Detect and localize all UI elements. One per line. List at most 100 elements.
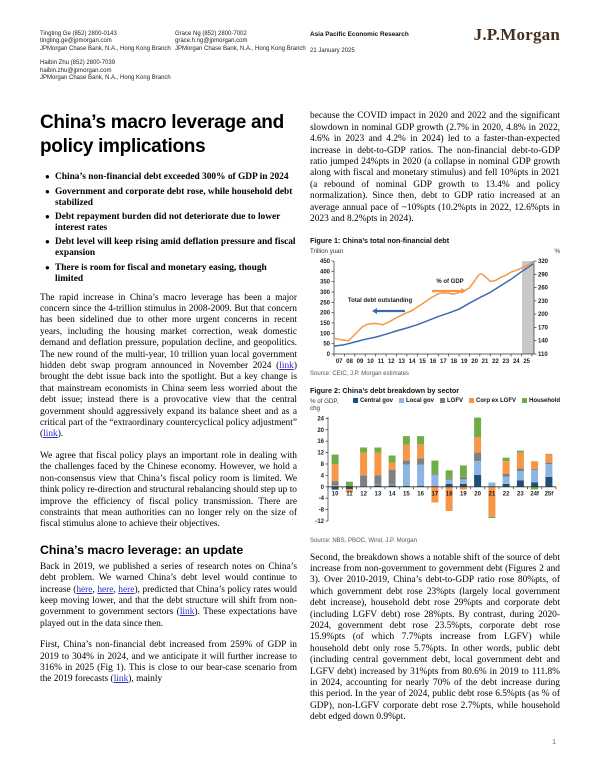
svg-text:0: 0 — [327, 352, 331, 358]
svg-text:09: 09 — [357, 359, 364, 365]
svg-text:320: 320 — [538, 259, 549, 265]
svg-text:16: 16 — [317, 439, 324, 445]
svg-text:12: 12 — [360, 491, 367, 497]
svg-text:200: 200 — [320, 310, 331, 316]
legend-item: Local gov — [398, 398, 434, 404]
inline-link[interactable]: link — [43, 429, 58, 440]
paragraph-breakdown: Second, the breakdown shows a notable sh… — [310, 552, 560, 723]
svg-text:110: 110 — [538, 352, 548, 358]
bullet-marker-icon: ● — [45, 212, 50, 222]
contact-email[interactable]: tingting.ge@jpmorgan.com — [40, 38, 112, 45]
inline-link[interactable]: link — [179, 607, 195, 618]
svg-text:8: 8 — [321, 462, 325, 468]
paragraph-fiscal-view: We agree that fiscal policy plays an imp… — [40, 450, 297, 530]
svg-text:4: 4 — [321, 473, 325, 479]
contact-email[interactable]: grace.h.ng@jpmorgan.com — [175, 38, 248, 45]
svg-text:15: 15 — [403, 491, 410, 497]
figure1-title: Figure 1: China’s total non-financial de… — [310, 235, 450, 245]
page-number: 1 — [552, 739, 556, 746]
inline-link[interactable]: here — [97, 584, 114, 595]
svg-text:14: 14 — [389, 491, 396, 497]
svg-text:19: 19 — [460, 491, 467, 497]
bullet-text: Debt level will keep rising amid deflati… — [55, 237, 296, 259]
svg-text:200: 200 — [538, 312, 549, 318]
svg-text:16: 16 — [417, 491, 424, 497]
bullet-text: China’s non-financial debt exceeded 300%… — [55, 172, 289, 183]
contact-org: JPMorgan Chase Bank, N.A., Hong Kong Bra… — [175, 45, 306, 52]
svg-text:18: 18 — [446, 491, 453, 497]
legend-item: Central gov — [352, 397, 393, 404]
paragraph-covid-impact: because the COVID impact in 2020 and 202… — [310, 111, 560, 225]
section-heading: China’s macro leverage: an update — [40, 542, 244, 557]
jpmorgan-logo: J.P.Morgan — [473, 25, 560, 44]
svg-text:25f: 25f — [545, 491, 555, 497]
figure2-head: % of GDP, chg Central gov Local gov LGFV Co… — [310, 398, 560, 412]
paragraph-2019-notes: Back in 2019, we published a series of r… — [40, 562, 297, 630]
text-segment: First, China’s non-financial debt increa… — [40, 640, 297, 685]
legend-item: LGFV — [439, 398, 463, 404]
contact-column-2: Grace Ng (852) 2800-7002 grace.h.ng@jpmo… — [175, 31, 310, 89]
contact-org: JPMorgan Chase Bank, N.A., Hong Kong Bra… — [40, 75, 171, 82]
figure2-legend: Central gov Local gov LGFV Corp ex LGFV Hous… — [352, 397, 560, 404]
svg-text:22: 22 — [492, 359, 499, 365]
inline-link[interactable]: here — [76, 584, 93, 595]
legend-label: Household — [529, 397, 560, 404]
svg-text:-12: -12 — [315, 519, 324, 525]
bullet-item: ● Debt level will keep rising amid defla… — [40, 237, 297, 259]
bullet-text: There is room for fiscal and monetary ea… — [55, 262, 267, 284]
inline-link[interactable]: here — [118, 584, 135, 595]
legend-label: Central gov — [359, 397, 393, 404]
svg-text:150: 150 — [320, 321, 331, 327]
svg-text:24: 24 — [513, 359, 520, 365]
svg-text:17: 17 — [440, 359, 447, 365]
contact-block: Tingting Ge (852) 2800-0143 tingting.ge@… — [40, 31, 175, 53]
svg-text:21: 21 — [489, 491, 496, 497]
figure1-left-unit: Trillion yuan — [310, 247, 344, 255]
svg-text:100: 100 — [320, 331, 331, 337]
contact-name-phone: Haibin Zhu (852) 2800-7039 — [40, 60, 116, 67]
svg-text:Total debt outstanding: Total debt outstanding — [348, 298, 413, 304]
svg-text:-4: -4 — [319, 496, 325, 502]
text-segment: The rapid increase in China’s macro leve… — [40, 292, 297, 372]
svg-text:% of GDP: % of GDP — [436, 279, 463, 285]
bullet-item: ● Debt repayment burden did not deterior… — [40, 212, 297, 234]
svg-text:50: 50 — [323, 341, 330, 347]
inline-link[interactable]: link — [279, 361, 294, 372]
text-segment: Back in 2019, we published a series of r… — [40, 561, 297, 595]
figure2-title: Figure 2: China’s debt breakdown by sect… — [310, 385, 460, 395]
svg-text:24f: 24f — [530, 491, 540, 497]
legend-swatch-icon — [398, 398, 404, 403]
figure1-source: Source: CEIC, J.P. Morgan estimates — [310, 370, 409, 377]
svg-text:450: 450 — [320, 259, 331, 265]
figure2: Figure 2: China’s debt breakdown by sect… — [310, 386, 560, 544]
text-segment: , — [113, 584, 119, 595]
contact-name-phone: Tingting Ge (852) 2800-0143 — [40, 31, 117, 37]
svg-text:350: 350 — [320, 279, 331, 285]
bullet-marker-icon: ● — [45, 172, 50, 182]
svg-text:17: 17 — [432, 491, 439, 497]
contact-block: Grace Ng (852) 2800-7002 grace.h.ng@jpmo… — [175, 31, 310, 53]
right-column: because the COVID impact in 2020 and 202… — [310, 111, 560, 733]
legend-item: Corp ex LGFV — [468, 398, 516, 404]
text-segment: , — [92, 584, 98, 595]
svg-text:250: 250 — [320, 300, 331, 306]
text-segment: ), predicted that China’s policy rates w… — [40, 584, 297, 618]
svg-text:0: 0 — [321, 484, 325, 490]
left-column: China’s macro leverage and policy implic… — [40, 111, 297, 733]
svg-text:19: 19 — [461, 359, 468, 365]
legend-swatch-icon — [439, 398, 445, 403]
legend-swatch-icon — [522, 398, 527, 403]
article-title: China’s macro leverage and policy implic… — [40, 112, 284, 158]
svg-text:18: 18 — [450, 359, 457, 365]
inline-link[interactable]: link — [113, 674, 129, 685]
bullet-item: ● There is room for fiscal and monetary … — [40, 263, 297, 285]
text-segment: ). These expectations have played out in… — [40, 607, 297, 629]
legend-swatch-icon — [468, 398, 474, 403]
svg-text:13: 13 — [375, 491, 382, 497]
svg-text:23: 23 — [517, 491, 524, 497]
bullet-marker-icon: ● — [45, 237, 50, 247]
contact-email[interactable]: haibin.zhu@jpmorgan.com — [40, 67, 112, 74]
figure1-right-unit: % — [554, 247, 560, 255]
svg-text:260: 260 — [538, 285, 549, 291]
svg-text:15: 15 — [419, 359, 426, 365]
